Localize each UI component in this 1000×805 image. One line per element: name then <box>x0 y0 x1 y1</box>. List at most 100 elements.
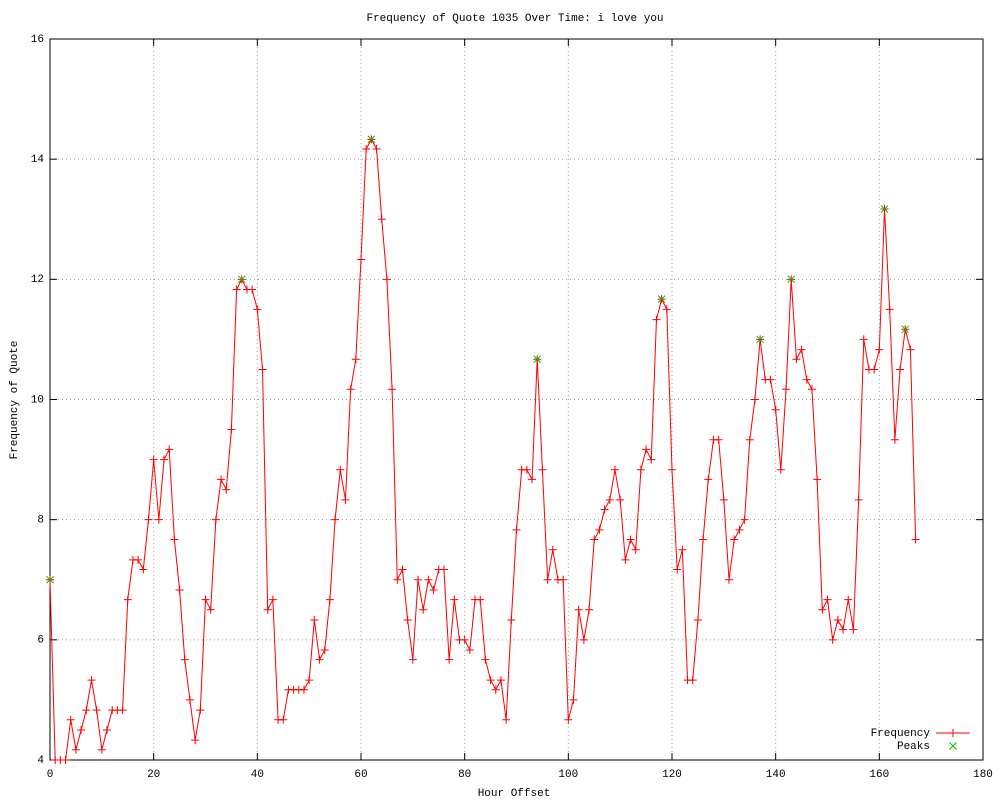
data-point <box>605 495 614 504</box>
data-point <box>429 585 438 594</box>
y-axis-label: Frequency of Quote <box>9 341 21 460</box>
y-tick-label: 16 <box>31 34 44 46</box>
data-point <box>382 275 391 284</box>
data-point <box>331 515 340 524</box>
data-point <box>538 465 547 474</box>
data-point <box>82 706 91 715</box>
data-point <box>185 695 194 704</box>
data-point <box>206 605 215 614</box>
y-tick-label: 12 <box>31 274 44 286</box>
data-point <box>652 315 661 324</box>
data-point <box>725 575 734 584</box>
data-point <box>408 655 417 664</box>
data-point <box>787 275 796 284</box>
legend-label: Peaks <box>897 741 930 753</box>
legend-marker <box>949 729 957 737</box>
data-point <box>662 305 671 314</box>
data-point <box>548 545 557 554</box>
data-point <box>678 545 687 554</box>
data-point <box>766 375 775 384</box>
data-point <box>325 595 334 604</box>
data-point <box>595 525 604 534</box>
data-point <box>46 575 54 584</box>
x-tick-label: 0 <box>47 769 54 781</box>
data-point <box>315 655 324 664</box>
data-point <box>154 515 163 524</box>
x-tick-label: 60 <box>354 769 367 781</box>
data-point <box>388 385 397 394</box>
data-point <box>496 676 505 685</box>
data-point <box>92 706 101 715</box>
y-tick-label: 6 <box>37 635 44 647</box>
data-point <box>77 725 86 734</box>
x-tick-label: 80 <box>458 769 471 781</box>
data-point <box>502 715 511 724</box>
data-point <box>165 445 174 454</box>
data-point <box>268 595 277 604</box>
data-point <box>232 285 241 294</box>
data-point <box>776 465 785 474</box>
data-point <box>585 605 594 614</box>
data-point <box>512 525 521 534</box>
data-point <box>66 715 75 724</box>
data-point <box>357 255 365 264</box>
data-point <box>346 385 355 394</box>
data-point <box>859 335 868 344</box>
legend-label: Frequency <box>871 728 931 740</box>
data-point <box>740 515 749 524</box>
data-point <box>885 305 894 314</box>
data-point <box>735 525 744 534</box>
data-point <box>450 595 459 604</box>
data-point <box>590 535 599 544</box>
data-point <box>351 355 360 364</box>
data-point <box>279 715 288 724</box>
data-point <box>336 465 345 474</box>
data-point <box>486 676 495 685</box>
data-point <box>626 535 635 544</box>
y-tick-label: 14 <box>31 154 45 166</box>
data-point <box>414 575 423 584</box>
data-point <box>310 616 319 625</box>
data-point <box>439 565 448 574</box>
data-point <box>839 625 848 634</box>
data-point <box>367 135 376 144</box>
data-point <box>636 465 645 474</box>
data-point <box>253 305 262 314</box>
data-point <box>579 635 588 644</box>
data-point <box>813 475 822 484</box>
data-point <box>673 565 682 574</box>
data-point <box>782 385 791 394</box>
data-point <box>750 395 759 404</box>
plot-frame <box>49 38 984 761</box>
data-point <box>792 355 801 364</box>
data-point <box>227 425 236 434</box>
data-point <box>688 676 697 685</box>
data-point <box>211 515 220 524</box>
data-point <box>533 355 542 364</box>
data-point <box>305 676 314 685</box>
data-point <box>522 465 531 474</box>
data-point <box>610 465 619 474</box>
data-point <box>222 485 231 494</box>
data-point <box>196 706 205 715</box>
data-point <box>797 345 806 354</box>
data-point <box>642 445 651 454</box>
data-point <box>123 595 132 604</box>
data-point <box>341 495 350 504</box>
data-point <box>377 215 386 224</box>
data-point <box>528 475 537 484</box>
data-point <box>657 295 666 304</box>
data-point <box>398 565 407 574</box>
data-point <box>911 535 920 544</box>
data-point <box>543 575 552 584</box>
data-point <box>144 515 153 524</box>
data-point <box>668 465 676 474</box>
x-tick-label: 140 <box>766 769 786 781</box>
data-point <box>823 595 832 604</box>
data-point <box>704 475 713 484</box>
data-point <box>802 375 811 384</box>
data-point <box>600 505 609 514</box>
data-point <box>258 365 267 374</box>
